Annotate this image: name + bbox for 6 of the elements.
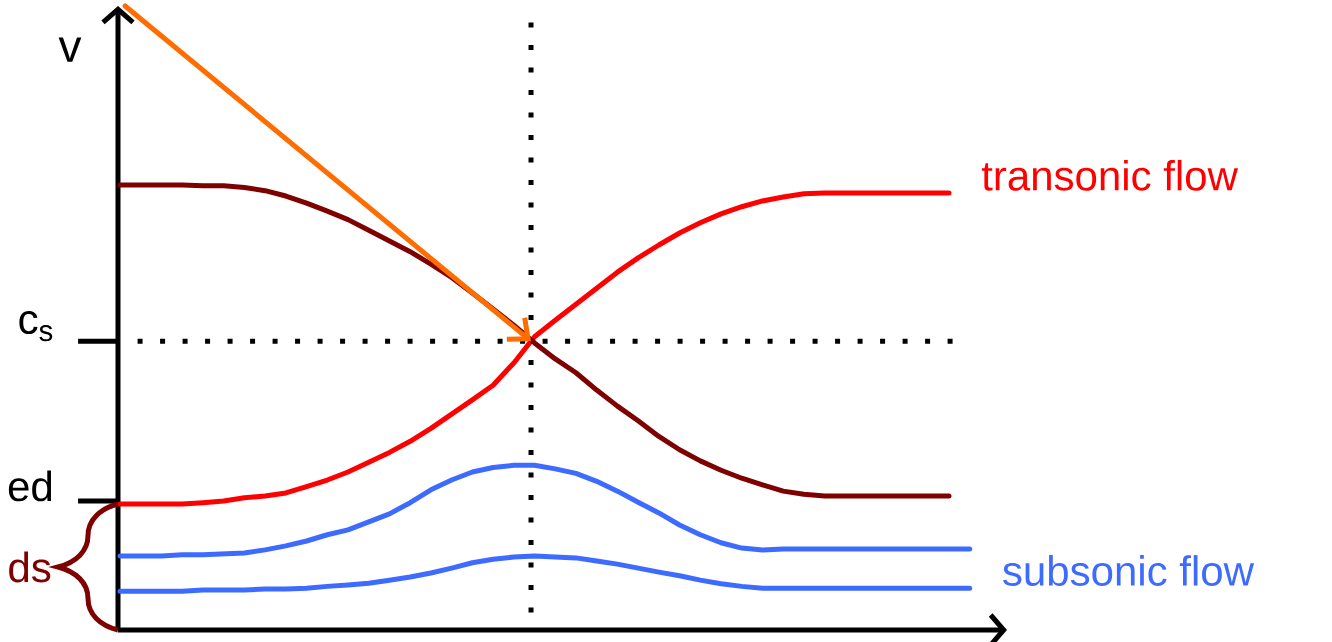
- y-axis-title: v: [58, 37, 82, 62]
- series-label: subsonic flow: [1003, 555, 1255, 586]
- series-label: transonic flow: [981, 159, 1239, 191]
- text: ds: [9, 551, 51, 583]
- ref-line-label: c$_{s}$: [19, 311, 53, 342]
- ref-line-label: ed: [8, 470, 52, 502]
